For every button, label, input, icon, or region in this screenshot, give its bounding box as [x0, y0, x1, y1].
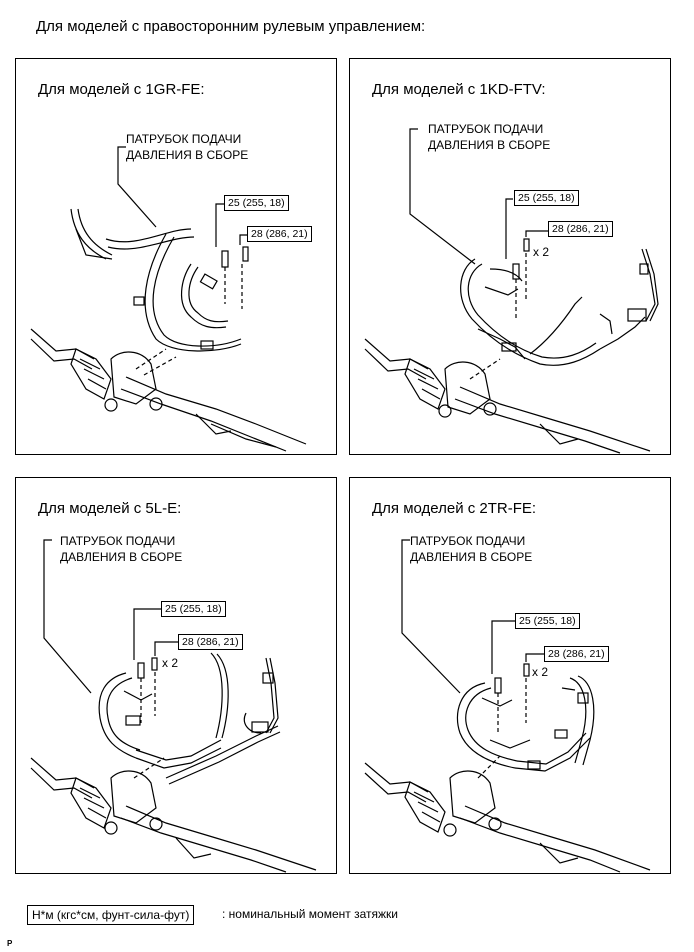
page-heading: Для моделей с правосторонним рулевым упр…	[36, 18, 426, 35]
torque-legend-description: : номинальный момент затяжки	[222, 907, 398, 921]
torque-label-top: 25 (255, 18)	[514, 190, 579, 206]
footer-mark: P	[7, 939, 13, 948]
pressure-pipe-illustration	[364, 128, 659, 454]
panel-title: Для моделей с 5L-E:	[38, 500, 182, 517]
part-label-line-2: ДАВЛЕНИЯ В СБОРЕ	[410, 550, 533, 564]
part-callout: ПАТРУБОК ПОДАЧИ ДАВЛЕНИЯ В СБОРЕ	[428, 121, 550, 153]
bolt-quantity: x 2	[532, 665, 549, 679]
panel-title: Для моделей с 2TR-FE:	[372, 500, 537, 517]
pressure-pipe-illustration	[364, 539, 651, 873]
part-label-line-2: ДАВЛЕНИЯ В СБОРЕ	[126, 148, 249, 162]
diagram-panel-1gr-fe: Для моделей с 1GR-FE:	[15, 58, 337, 455]
part-label-line-1: ПАТРУБОК ПОДАЧИ	[410, 534, 526, 548]
pressure-pipe-illustration	[30, 146, 307, 452]
part-callout: ПАТРУБОК ПОДАЧИ ДАВЛЕНИЯ В СБОРЕ	[126, 131, 248, 163]
torque-label-bottom: 28 (286, 21)	[548, 221, 613, 237]
bolt-quantity: x 2	[533, 245, 550, 259]
bolt-quantity: x 2	[162, 656, 179, 670]
torque-label-bottom: 28 (286, 21)	[178, 634, 243, 650]
torque-label-top: 25 (255, 18)	[161, 601, 226, 617]
pressure-pipe-illustration	[30, 539, 317, 873]
torque-units-legend: Н*м (кгс*см, фунт-сила-фут)	[27, 905, 195, 925]
diagram-panel-2tr-fe: Для моделей с 2TR-FE:	[349, 477, 671, 874]
part-callout: ПАТРУБОК ПОДАЧИ ДАВЛЕНИЯ В СБОРЕ	[410, 533, 532, 565]
part-label-line-1: ПАТРУБОК ПОДАЧИ	[60, 534, 176, 548]
torque-label-bottom: 28 (286, 21)	[247, 226, 312, 242]
torque-label-bottom: 28 (286, 21)	[544, 646, 609, 662]
part-callout: ПАТРУБОК ПОДАЧИ ДАВЛЕНИЯ В СБОРЕ	[60, 533, 182, 565]
part-label-line-2: ДАВЛЕНИЯ В СБОРЕ	[60, 550, 183, 564]
panel-title: Для моделей с 1KD-FTV:	[372, 81, 546, 98]
part-label-line-1: ПАТРУБОК ПОДАЧИ	[126, 132, 242, 146]
diagram-panel-5l-e: Для моделей с 5L-E:	[15, 477, 337, 874]
part-label-line-1: ПАТРУБОК ПОДАЧИ	[428, 122, 544, 136]
diagram-panel-1kd-ftv: Для моделей с 1KD-FTV:	[349, 58, 671, 455]
part-label-line-2: ДАВЛЕНИЯ В СБОРЕ	[428, 138, 551, 152]
torque-label-top: 25 (255, 18)	[224, 195, 289, 211]
panel-title: Для моделей с 1GR-FE:	[38, 81, 205, 98]
torque-label-top: 25 (255, 18)	[515, 613, 580, 629]
